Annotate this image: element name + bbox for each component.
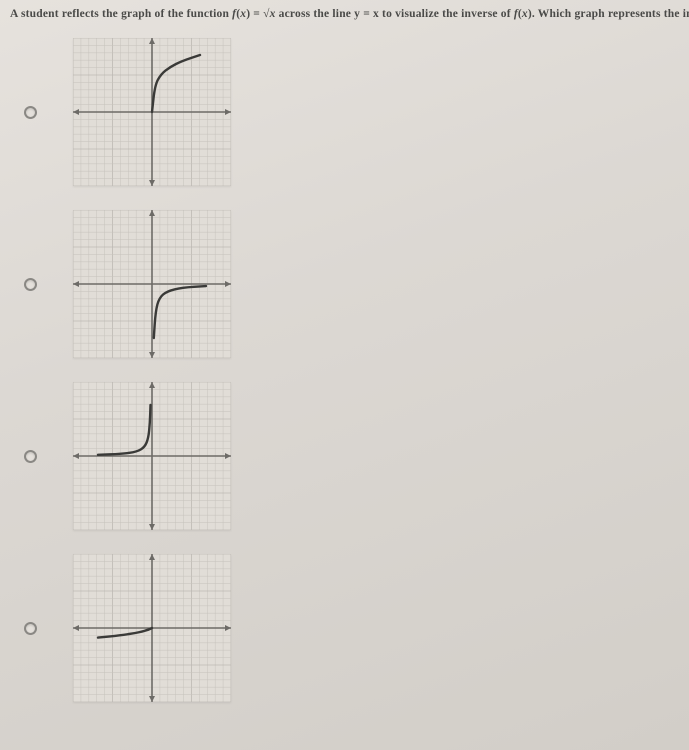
radio-a[interactable]: [24, 106, 37, 119]
q-mid: across the line y = x to visualize the i…: [276, 8, 514, 20]
option-b[interactable]: [24, 210, 683, 358]
q-suffix: . Which graph represents the inverse: [532, 8, 689, 20]
radio-b[interactable]: [24, 278, 37, 291]
q-func2: f(x): [514, 8, 532, 20]
option-d[interactable]: [24, 554, 683, 702]
page: A student reflects the graph of the func…: [0, 0, 689, 750]
q-prefix: A student reflects the graph of the func…: [10, 8, 232, 20]
q-func: f(x) = √x: [232, 8, 275, 20]
radio-d[interactable]: [24, 622, 37, 635]
option-c[interactable]: [24, 382, 683, 530]
options-list: [10, 38, 683, 702]
plot-c: [73, 382, 231, 530]
option-a[interactable]: [24, 38, 683, 186]
question-text: A student reflects the graph of the func…: [10, 8, 683, 20]
plot-b: [73, 210, 231, 358]
plot-a: [73, 38, 231, 186]
radio-c[interactable]: [24, 450, 37, 463]
plot-d: [73, 554, 231, 702]
